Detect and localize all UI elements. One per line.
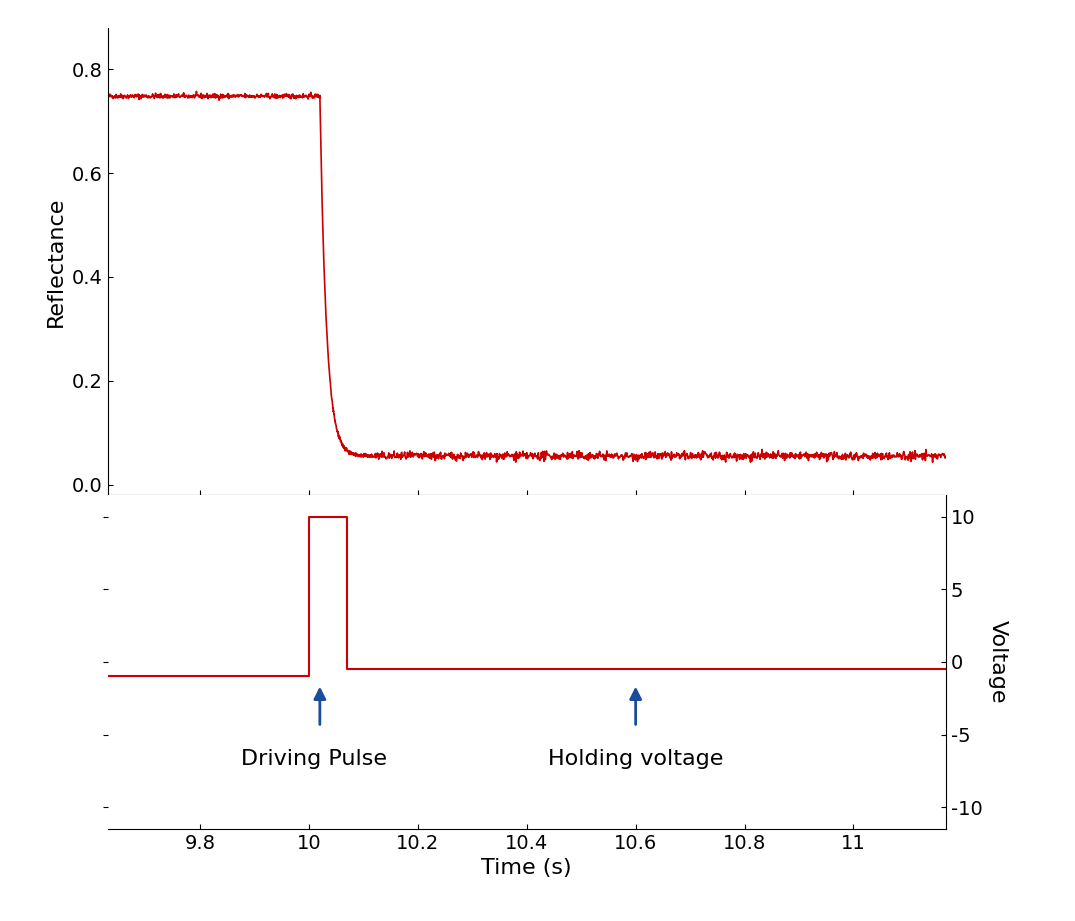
- Text: Holding voltage: Holding voltage: [548, 749, 723, 769]
- Text: Driving Pulse: Driving Pulse: [242, 749, 387, 769]
- Y-axis label: Voltage: Voltage: [988, 620, 1007, 704]
- Y-axis label: Reflectance: Reflectance: [46, 196, 67, 327]
- X-axis label: Time (s): Time (s): [482, 858, 572, 879]
